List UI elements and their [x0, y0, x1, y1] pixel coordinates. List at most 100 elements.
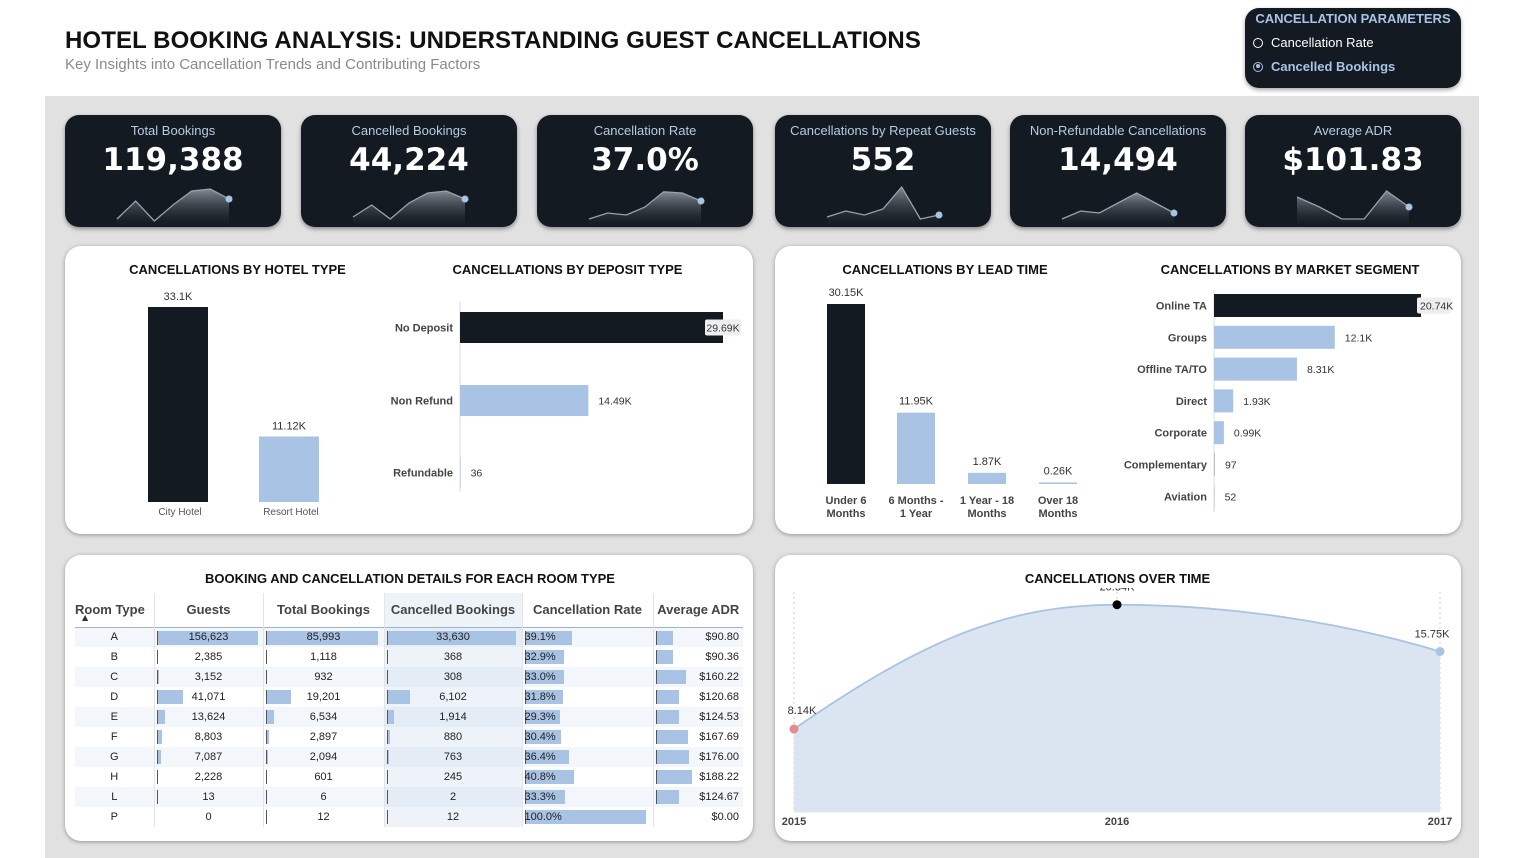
table-header-row: Room Type Guests Total Bookings Cancelle…: [75, 593, 743, 627]
cell-text: E: [110, 711, 118, 723]
category-label: City Hotel: [158, 507, 201, 518]
cell-guests: 13: [154, 787, 264, 807]
cell-data-bar: [265, 650, 267, 664]
cell-text: 7,087: [194, 751, 223, 763]
cell-data-bar: [265, 790, 267, 804]
cell-guests: 2,385: [154, 647, 264, 667]
cell-adr: $176.00: [653, 747, 743, 767]
cell-text: 32.9%: [524, 651, 556, 663]
sort-ascending-icon[interactable]: ▲: [82, 613, 89, 622]
table-row[interactable]: H 2,228 601 245 40.8% $188.22: [75, 767, 743, 787]
table-row[interactable]: L 13 6 2 33.3% $124.67: [75, 787, 743, 807]
cell-data-bar: [156, 790, 158, 804]
bar-lead-time-2: [968, 472, 1006, 484]
category-label: 1 Year - 18: [960, 495, 1014, 507]
cell-text: 39.1%: [524, 631, 556, 644]
table-row[interactable]: C 3,152 932 308 33.0% $160.22: [75, 667, 743, 687]
cell-data-bar: [655, 730, 688, 744]
table-body: A 156,623 85,993 33,630 39.1% $90.80 B 2,385 1,1…: [75, 627, 743, 827]
table-row[interactable]: D 41,071 19,201 6,102 31.8% $120.68: [75, 687, 743, 707]
param-option-cancelled-bookings[interactable]: Cancelled Bookings: [1253, 59, 1453, 74]
cell-adr: $90.36: [653, 647, 743, 667]
cell-cancelled: 308: [384, 667, 523, 687]
cell-rate: 29.3%: [522, 707, 654, 727]
bar-segment-0: [1214, 294, 1421, 317]
column-header-average-adr[interactable]: Average ADR: [657, 602, 740, 618]
table-row[interactable]: E 13,624 6,534 1,914 29.3% $124.53: [75, 707, 743, 727]
x-tick-label: 2017: [1428, 816, 1452, 828]
cell-text: 29.3%: [524, 711, 556, 723]
cell-adr: $188.22: [653, 767, 743, 787]
cell-data-bar: [156, 730, 163, 744]
cell-text: 308: [443, 671, 463, 683]
cell-guests: 13,624: [154, 707, 264, 727]
cell-text: L: [111, 791, 118, 803]
data-label: 8.14K: [788, 705, 817, 717]
cell-text: $90.80: [705, 631, 739, 644]
cell-text: $176.00: [699, 751, 739, 763]
cell-cancelled: 880: [384, 727, 523, 747]
data-label: 20.74K: [1420, 301, 1453, 313]
kpi-sparkline: [826, 185, 943, 227]
cell-data-bar: [386, 650, 388, 664]
cell-data-bar: [655, 790, 680, 804]
category-label: Under 6: [826, 495, 867, 507]
kpi-value: 552: [850, 142, 916, 178]
cell-text: 2: [449, 791, 457, 803]
cell-data-bar: [655, 770, 692, 784]
cell-text: 880: [443, 731, 463, 743]
data-label: 11.12K: [272, 420, 307, 432]
category-label: Corporate: [1154, 428, 1207, 440]
table-row[interactable]: P 0 12 12 100.0% $0.00: [75, 807, 743, 827]
market-segment-chart-title: CANCELLATIONS BY MARKET SEGMENT: [1160, 262, 1420, 277]
hotel-type-chart-title: CANCELLATIONS BY HOTEL TYPE: [129, 262, 346, 277]
cell-total: 2,897: [263, 727, 385, 747]
data-label-background: [1417, 297, 1451, 314]
table-row[interactable]: G 7,087 2,094 763 36.4% $176.00: [75, 747, 743, 767]
table-row[interactable]: B 2,385 1,118 368 32.9% $90.36: [75, 647, 743, 667]
column-header-total-bookings[interactable]: Total Bookings: [263, 593, 385, 627]
category-label: Aviation: [1164, 491, 1207, 503]
param-option-label: Cancelled Bookings: [1271, 59, 1396, 74]
column-header-guests[interactable]: Guests: [154, 593, 264, 627]
cell-text: D: [110, 691, 119, 703]
data-point: [1435, 647, 1445, 656]
category-label: Direct: [1176, 396, 1208, 408]
sparkline-area: [353, 191, 465, 227]
cell-data-bar: [265, 730, 270, 744]
cell-data-bar: [655, 750, 690, 764]
cell-data-bar: [156, 650, 159, 664]
cell-guests: 41,071: [154, 687, 264, 707]
cell-data-bar: [265, 810, 267, 824]
cell-room-type: P: [75, 807, 155, 827]
over-time-chart-title: CANCELLATIONS OVER TIME: [1024, 571, 1211, 586]
cell-data-bar: [156, 770, 158, 784]
cell-adr: $90.80: [653, 627, 743, 647]
cell-data-bar: [655, 670, 687, 684]
kpi-value: $101.83: [1282, 142, 1424, 178]
radio-selected-icon[interactable]: [1253, 61, 1263, 72]
parameters-title: CANCELLATION PARAMETERS: [1255, 11, 1451, 26]
cell-room-type: E: [75, 707, 155, 727]
cell-room-type: C: [75, 667, 155, 687]
cell-text: 1,118: [310, 651, 337, 663]
cell-data-bar: [524, 810, 646, 824]
category-label: Online TA: [1156, 301, 1207, 313]
bar-segment-3: [1214, 389, 1234, 413]
param-option-cancellation-rate[interactable]: Cancellation Rate: [1253, 35, 1453, 50]
cell-room-type: A: [75, 627, 155, 647]
cell-data-bar: [386, 730, 390, 744]
column-header-room-type[interactable]: Room Type: [75, 593, 155, 627]
table-row[interactable]: F 8,803 2,897 880 30.4% $167.69: [75, 727, 743, 747]
table-row[interactable]: A 156,623 85,993 33,630 39.1% $90.80: [75, 627, 743, 647]
cell-data-bar: [156, 690, 183, 704]
cell-data-bar: [386, 690, 410, 704]
radio-icon[interactable]: [1253, 37, 1263, 48]
column-header-cancelled-bookings[interactable]: Cancelled Bookings: [384, 593, 523, 627]
cell-total: 12: [263, 807, 385, 827]
column-header-cancellation-rate[interactable]: Cancellation Rate: [522, 593, 654, 627]
cell-rate: 32.9%: [522, 647, 654, 667]
category-label: Months: [826, 508, 865, 520]
category-label: 1 Year: [900, 508, 933, 520]
cell-data-bar: [524, 750, 569, 764]
